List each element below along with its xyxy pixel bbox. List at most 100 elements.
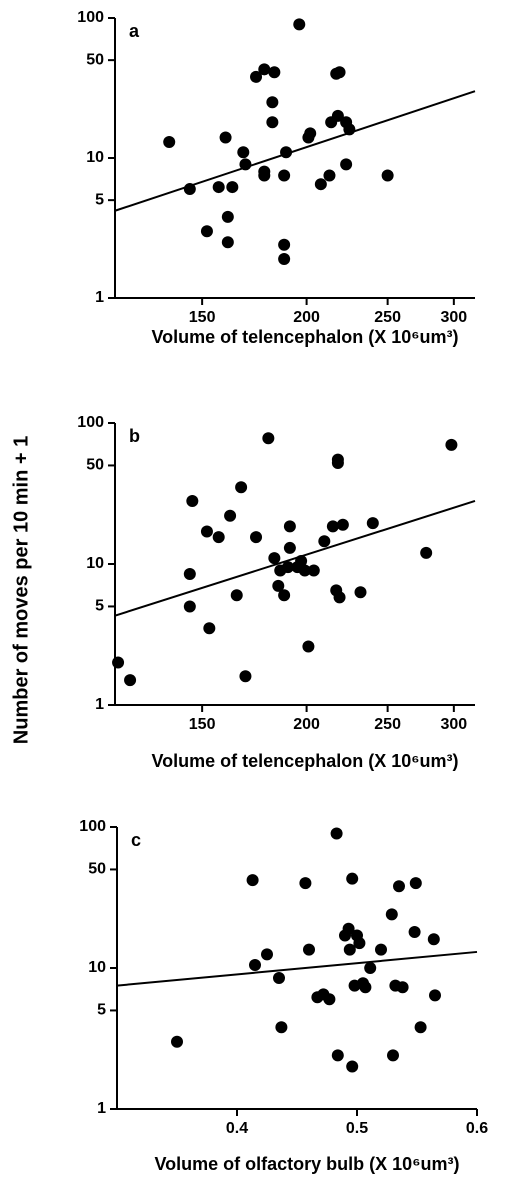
x-axis-label: Volume of olfactory bulb (X 10⁶um³) [155, 1154, 460, 1174]
point [299, 877, 312, 890]
point [385, 908, 398, 921]
x-tick-label: 250 [374, 716, 401, 733]
point [230, 589, 243, 602]
point [326, 520, 339, 533]
point [333, 66, 346, 79]
point [268, 552, 281, 565]
point [343, 123, 356, 136]
point [250, 70, 263, 83]
point [221, 210, 234, 223]
point [408, 926, 421, 939]
point [346, 872, 359, 885]
point [302, 640, 315, 653]
point [212, 531, 225, 544]
x-axis-label: Volume of telencephalon (X 10⁶um³) [152, 751, 459, 771]
y-tick-label: 100 [79, 818, 106, 835]
point [342, 922, 355, 935]
panel-letter: c [131, 830, 141, 850]
point [364, 962, 377, 974]
point [203, 622, 216, 635]
x-tick-label: 150 [189, 309, 216, 326]
point [266, 116, 279, 129]
point [420, 546, 433, 559]
point [429, 989, 441, 1002]
point [258, 63, 271, 76]
point [221, 236, 234, 249]
x-tick-label: 0.6 [466, 1120, 488, 1137]
x-tick-label: 300 [440, 716, 467, 733]
point [293, 18, 306, 31]
point [318, 535, 331, 548]
point [239, 158, 252, 171]
point [281, 561, 294, 574]
point [331, 453, 344, 466]
point [353, 937, 366, 950]
x-tick-label: 300 [440, 309, 467, 326]
point [323, 993, 336, 1006]
y-tick-label: 1 [95, 289, 104, 306]
point [200, 225, 213, 238]
point [283, 520, 296, 533]
point [396, 981, 409, 994]
point [212, 181, 225, 194]
point [330, 827, 343, 840]
point [393, 880, 405, 893]
point [366, 517, 379, 530]
point [224, 509, 237, 522]
fit-line [114, 499, 476, 617]
point [258, 165, 271, 178]
point [183, 567, 196, 580]
y-tick-label: 10 [88, 959, 106, 976]
point [298, 564, 311, 577]
x-axis-label: Volume of telencephalon (X 10⁶um³) [152, 327, 459, 347]
point [340, 158, 353, 171]
point [272, 579, 285, 592]
point [278, 169, 291, 182]
point [200, 525, 213, 538]
point [333, 591, 346, 604]
y-tick-label: 5 [95, 191, 104, 208]
point [331, 109, 344, 122]
point [323, 169, 336, 182]
panel-letter: b [129, 426, 140, 446]
y-tick-label: 1 [95, 696, 104, 713]
y-tick-label: 10 [86, 149, 104, 166]
point [278, 238, 291, 251]
point [183, 600, 196, 613]
point [171, 1035, 183, 1048]
point [359, 981, 372, 994]
point [124, 674, 137, 687]
point [275, 1021, 288, 1034]
point [235, 481, 248, 494]
y-tick-label: 50 [86, 457, 104, 474]
y-tick-label: 5 [97, 1002, 106, 1019]
point [354, 586, 367, 599]
y-axis-label: Number of moves per 10 min + 1 [10, 436, 32, 744]
fit-line [114, 90, 476, 212]
point [268, 66, 281, 79]
point [183, 183, 196, 196]
x-tick-label: 250 [374, 309, 401, 326]
point [226, 181, 239, 194]
point [163, 136, 176, 149]
point [283, 541, 296, 554]
y-tick-label: 100 [77, 9, 104, 26]
y-tick-label: 1 [97, 1100, 106, 1117]
y-tick-label: 100 [77, 414, 104, 431]
point [278, 252, 291, 265]
point [427, 933, 440, 946]
point [375, 943, 387, 956]
panel-letter: a [129, 21, 140, 41]
point [266, 96, 279, 109]
point [336, 518, 349, 531]
point [237, 146, 250, 159]
point [409, 877, 422, 890]
point [303, 943, 315, 956]
x-tick-label: 0.5 [346, 1120, 368, 1137]
point [307, 564, 320, 577]
point [278, 589, 291, 602]
y-tick-label: 50 [88, 861, 106, 878]
point [249, 959, 261, 972]
